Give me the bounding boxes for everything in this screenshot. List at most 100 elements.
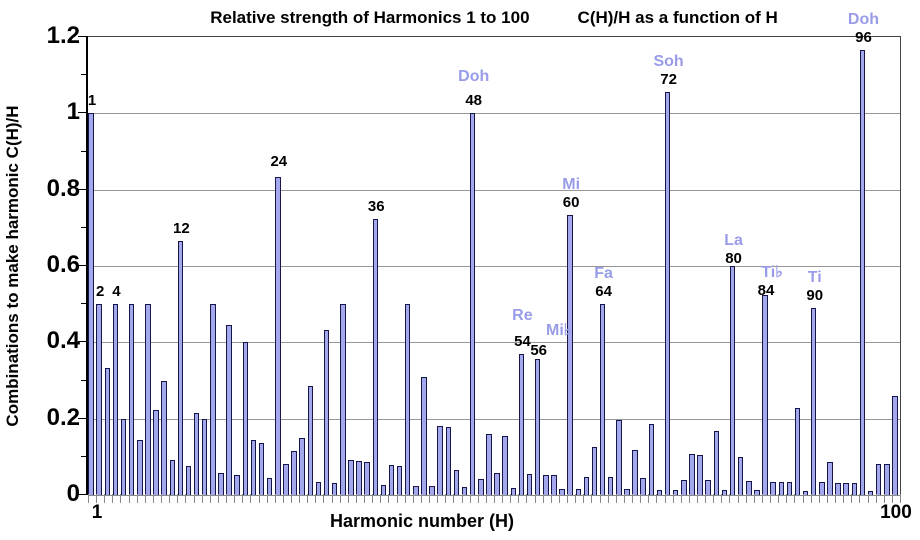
bar-h58 bbox=[551, 475, 557, 495]
y-minor-tick bbox=[81, 74, 86, 76]
bar-value-label-h12: 12 bbox=[173, 219, 190, 237]
x-minor-tick bbox=[307, 494, 309, 503]
x-minor-tick bbox=[420, 494, 422, 503]
x-minor-tick bbox=[128, 494, 130, 503]
bar-value-label-h54: 54 bbox=[514, 332, 531, 350]
y-tick-label-1.2: 1.2 bbox=[46, 22, 80, 49]
bar-h91 bbox=[819, 482, 825, 495]
x-minor-tick bbox=[250, 494, 252, 503]
bar-h6 bbox=[128, 304, 135, 495]
x-minor-tick bbox=[96, 494, 98, 503]
x-minor-tick bbox=[534, 494, 536, 503]
bar-h68 bbox=[632, 450, 638, 495]
bar-h65 bbox=[607, 477, 614, 495]
bar-h32 bbox=[340, 304, 346, 495]
bar-h29 bbox=[315, 481, 322, 495]
bar-h52 bbox=[502, 436, 508, 495]
bar-h62 bbox=[583, 476, 590, 495]
bar-h59 bbox=[559, 488, 565, 495]
bar-h27 bbox=[299, 438, 305, 495]
bar-h16 bbox=[210, 304, 216, 495]
bar-h1 bbox=[88, 113, 94, 495]
bar-h43 bbox=[429, 486, 435, 495]
x-minor-tick bbox=[640, 494, 642, 503]
x-minor-tick bbox=[437, 494, 439, 503]
bar-h35 bbox=[364, 462, 370, 495]
bar-h17 bbox=[218, 472, 224, 495]
bar-h26 bbox=[291, 450, 297, 495]
bar-h47 bbox=[461, 486, 468, 495]
x-minor-tick bbox=[550, 494, 552, 503]
x-minor-tick bbox=[161, 494, 163, 503]
x-minor-tick bbox=[274, 494, 276, 503]
bar-h22 bbox=[258, 442, 265, 495]
bar-h98 bbox=[875, 463, 882, 495]
bar-h3 bbox=[104, 367, 111, 495]
bar-h81 bbox=[737, 457, 744, 495]
bar-h10 bbox=[161, 380, 167, 495]
bar-h93 bbox=[835, 482, 841, 495]
x-minor-tick bbox=[688, 494, 690, 503]
x-minor-tick bbox=[136, 494, 138, 503]
bar-h31 bbox=[331, 482, 338, 495]
x-minor-tick bbox=[510, 494, 512, 503]
bar-h48 bbox=[469, 113, 476, 495]
bar-h55 bbox=[526, 474, 533, 495]
y-axis-title: Combinations to make harmonic C(H)/H bbox=[3, 105, 22, 427]
x-minor-tick bbox=[388, 494, 390, 503]
bar-h44 bbox=[437, 425, 443, 495]
x-minor-tick bbox=[883, 494, 885, 503]
bar-h56 bbox=[534, 358, 541, 495]
bar-h30 bbox=[323, 329, 330, 495]
bar-h66 bbox=[616, 419, 622, 495]
bar-h7 bbox=[137, 440, 143, 495]
y-major-tick bbox=[78, 36, 86, 37]
bar-h11 bbox=[169, 460, 175, 495]
x-minor-tick bbox=[461, 494, 463, 503]
x-minor-tick bbox=[396, 494, 398, 503]
bar-h4 bbox=[112, 304, 119, 495]
x-minor-tick bbox=[477, 494, 479, 503]
x-minor-tick bbox=[518, 494, 520, 503]
x-minor-tick bbox=[575, 494, 577, 503]
bar-h21 bbox=[250, 440, 257, 495]
x-minor-tick bbox=[526, 494, 528, 503]
bar-h38 bbox=[388, 464, 395, 495]
bar-h85 bbox=[770, 481, 776, 495]
x-minor-tick bbox=[753, 494, 755, 503]
bar-h9 bbox=[153, 410, 159, 495]
y-tick-label-0: 0 bbox=[66, 480, 80, 507]
x-minor-tick bbox=[851, 494, 853, 503]
x-minor-tick bbox=[404, 494, 406, 503]
x-minor-tick bbox=[835, 494, 837, 503]
y-major-tick bbox=[78, 417, 86, 419]
note-label-54: Re bbox=[512, 306, 533, 324]
x-minor-tick bbox=[201, 494, 203, 503]
bar-h50 bbox=[486, 433, 492, 495]
bar-h86 bbox=[778, 481, 784, 495]
bar-value-label-h24: 24 bbox=[270, 152, 288, 170]
bar-h89 bbox=[802, 490, 809, 495]
note-label-72: Soh bbox=[653, 53, 684, 71]
x-minor-tick bbox=[591, 494, 593, 503]
bar-h63 bbox=[591, 446, 598, 495]
bar-h49 bbox=[478, 479, 484, 495]
y-tick-label-0.4: 0.4 bbox=[46, 327, 80, 355]
x-minor-tick bbox=[282, 494, 284, 503]
x-minor-tick bbox=[843, 494, 845, 503]
x-minor-tick bbox=[209, 494, 211, 503]
chart-title: Relative strength of Harmonics 1 to 100 … bbox=[88, 8, 900, 28]
x-minor-tick bbox=[583, 494, 585, 503]
x-minor-tick bbox=[445, 494, 447, 503]
bar-value-label-h90: 90 bbox=[806, 287, 824, 305]
bar-h72 bbox=[664, 92, 671, 495]
bar-h37 bbox=[380, 484, 387, 495]
x-minor-tick bbox=[331, 494, 333, 503]
x-minor-tick bbox=[242, 494, 244, 503]
bar-h8 bbox=[145, 304, 151, 495]
bar-h71 bbox=[656, 489, 663, 495]
bar-h39 bbox=[396, 465, 403, 495]
x-minor-tick bbox=[900, 494, 901, 503]
x-minor-tick bbox=[664, 494, 666, 503]
y-major-tick bbox=[78, 341, 86, 343]
